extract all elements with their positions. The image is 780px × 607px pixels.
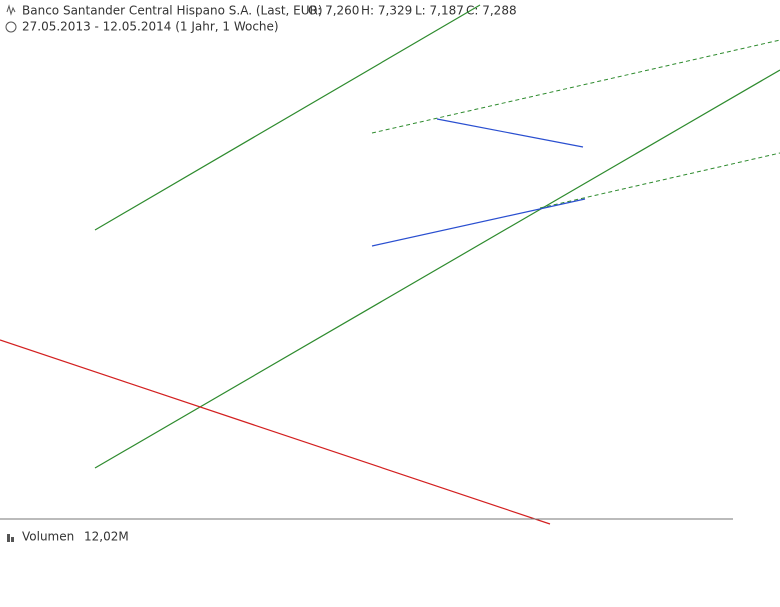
chart-title: Banco Santander Central Hispano S.A. (La… <box>22 4 323 18</box>
ohlc-low: L: 7,187 <box>415 4 464 18</box>
ohlc-high: H: 7,329 <box>361 4 412 18</box>
channel-upper <box>94 4 481 231</box>
header: Banco Santander Central Hispano S.A. (La… <box>5 4 517 34</box>
subtitle: 27.05.2013 - 12.05.2014 (1 Jahr, 1 Woche… <box>22 20 279 34</box>
triangle-upper <box>436 118 584 148</box>
volume-last: 12,02M <box>84 530 129 544</box>
clock-icon <box>5 21 17 33</box>
volume-header: Volumen 12,02M <box>7 530 129 544</box>
downtrend <box>0 339 551 525</box>
volume-icon <box>7 534 10 542</box>
dashed-lower <box>539 152 780 209</box>
triangle-lower <box>371 198 586 247</box>
ohlc-close: C: 7,288 <box>466 4 517 18</box>
ohlc-open: O: 7,260 <box>308 4 359 18</box>
chart-icon <box>6 4 16 16</box>
volume-icon <box>11 537 14 542</box>
channel-lower <box>94 69 780 469</box>
volume-title: Volumen <box>22 530 74 544</box>
trend-lines <box>0 4 780 525</box>
